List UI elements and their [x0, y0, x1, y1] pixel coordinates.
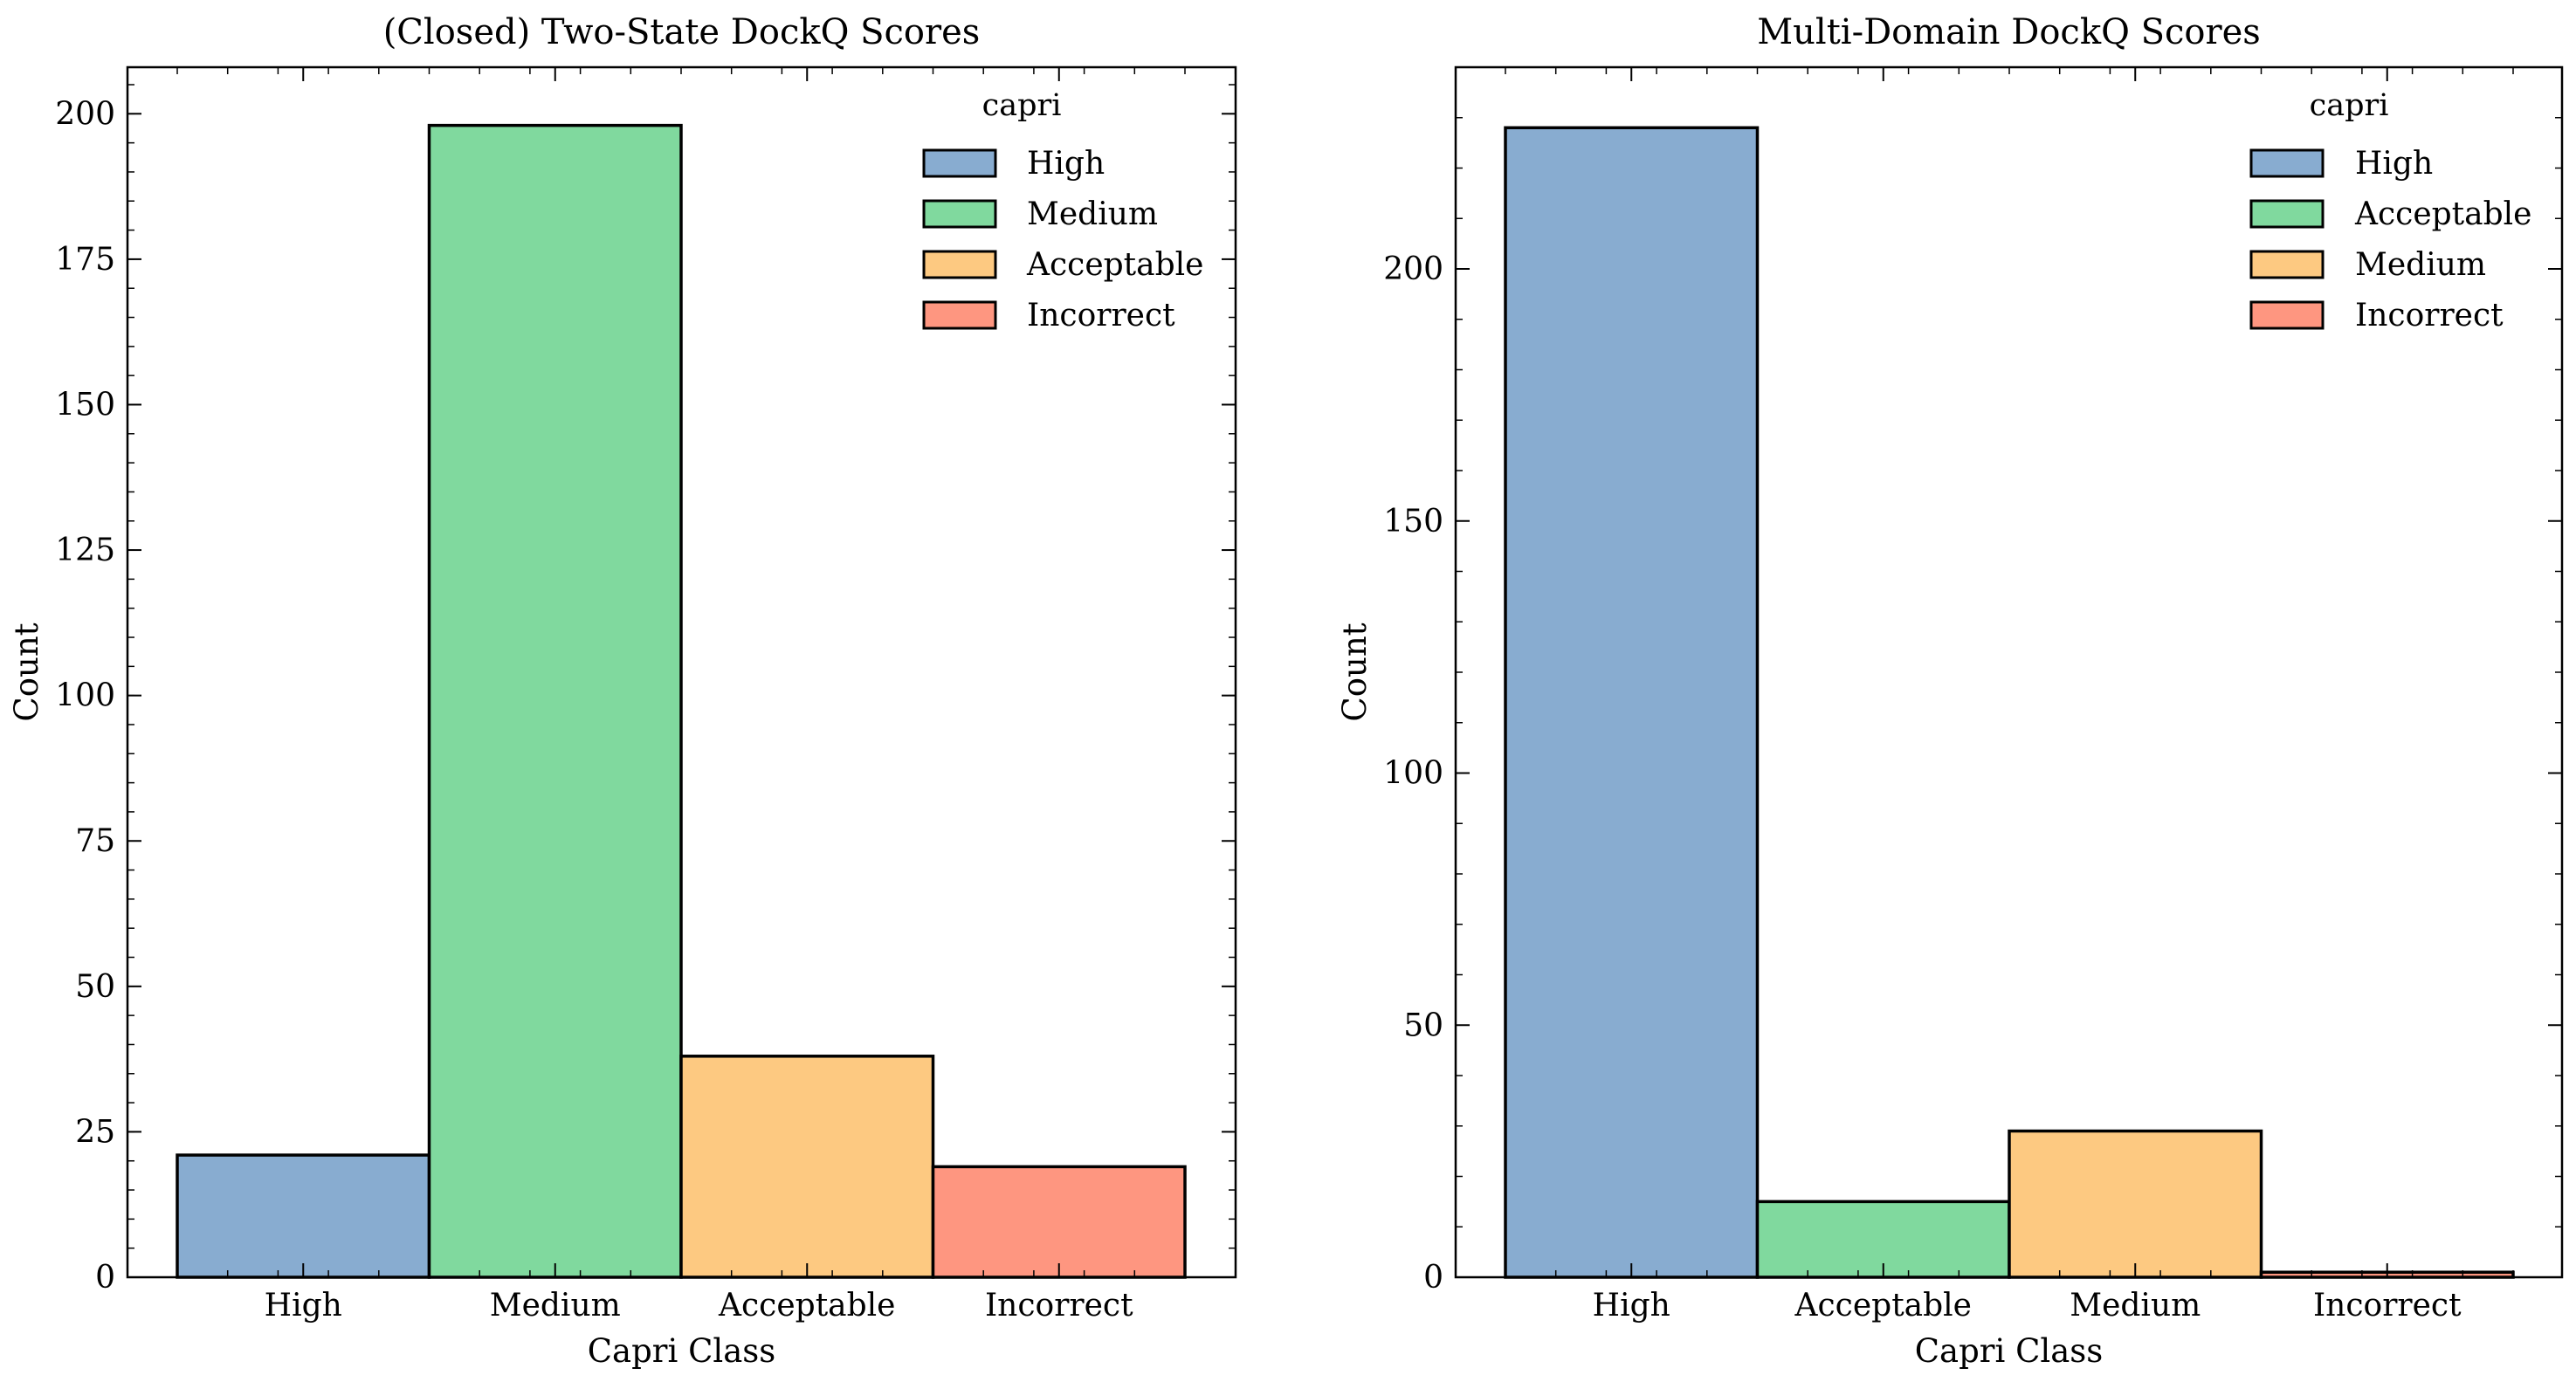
y-tick-label: 75 [75, 823, 115, 859]
x-tick-label: Medium [2070, 1288, 2201, 1324]
y-tick-label: 50 [1403, 1007, 1443, 1043]
y-tick-label: 175 [55, 242, 115, 278]
y-tick-label: 150 [1383, 504, 1443, 540]
legend-swatch [922, 300, 997, 330]
y-tick-label: 25 [75, 1114, 115, 1150]
legend-title: capri [982, 88, 1062, 123]
legend-label: Medium [1027, 196, 1158, 232]
bar-medium [427, 123, 683, 1279]
x-tick-label: Medium [490, 1288, 621, 1324]
x-axis-label: Capri Class [1915, 1332, 2104, 1370]
bar-high [176, 1153, 431, 1279]
legend-label: Acceptable [2354, 196, 2531, 232]
legend-swatch [2249, 148, 2325, 178]
legend-title: capri [2310, 88, 2389, 123]
legend-label: Incorrect [1027, 298, 1175, 333]
legend-label: High [1027, 146, 1105, 182]
bar-high [1504, 126, 1760, 1279]
y-tick-label: 0 [1423, 1260, 1443, 1296]
y-tick-label: 200 [55, 96, 115, 132]
legend-label: Acceptable [1026, 247, 1203, 283]
bar-acceptable [679, 1055, 935, 1279]
legend-swatch [922, 199, 997, 229]
chart-panel-2: Multi-Domain DockQ Scores 0 50 100 150 200 Hig… [1336, 12, 2564, 1370]
y-tick-label: 150 [55, 387, 115, 423]
x-tick-label: Incorrect [985, 1288, 1133, 1324]
chart-title: Multi-Domain DockQ Scores [1757, 12, 2261, 52]
legend-swatch [922, 148, 997, 178]
y-tick-label: 125 [55, 533, 115, 568]
y-tick-label: 50 [75, 969, 115, 1005]
legend-label: High [2355, 146, 2433, 182]
legend-swatch [2249, 199, 2325, 229]
legend-label: Incorrect [2355, 298, 2504, 333]
legend-swatch [2249, 250, 2325, 279]
y-tick-label: 100 [55, 678, 115, 714]
y-axis-label: Count [8, 622, 45, 721]
x-tick-label: High [1593, 1288, 1670, 1324]
bar-incorrect [931, 1165, 1187, 1279]
x-tick-label: High [265, 1288, 342, 1324]
y-tick-label: 200 [1383, 251, 1443, 287]
chart-panel-1: (Closed) Two-State DockQ Scores 0 25 50 75 10… [8, 12, 1237, 1370]
legend: capri High Medium Acceptable Incorrect [922, 88, 1203, 333]
legend: capri High Acceptable Medium Incorrect [2249, 88, 2531, 333]
x-tick-label: Acceptable [1794, 1288, 1972, 1324]
bar-medium [2008, 1129, 2263, 1279]
x-axis-label: Capri Class [588, 1332, 776, 1370]
legend-swatch [2249, 300, 2325, 330]
x-tick-label: Incorrect [2313, 1288, 2462, 1324]
legend-swatch [922, 250, 997, 279]
y-tick-label: 100 [1383, 756, 1443, 792]
legend-label: Medium [2355, 247, 2486, 283]
y-tick-label: 0 [95, 1260, 115, 1296]
y-axis-label: Count [1336, 622, 1374, 721]
x-tick-label: Acceptable [718, 1288, 895, 1324]
chart-title: (Closed) Two-State DockQ Scores [383, 12, 981, 52]
